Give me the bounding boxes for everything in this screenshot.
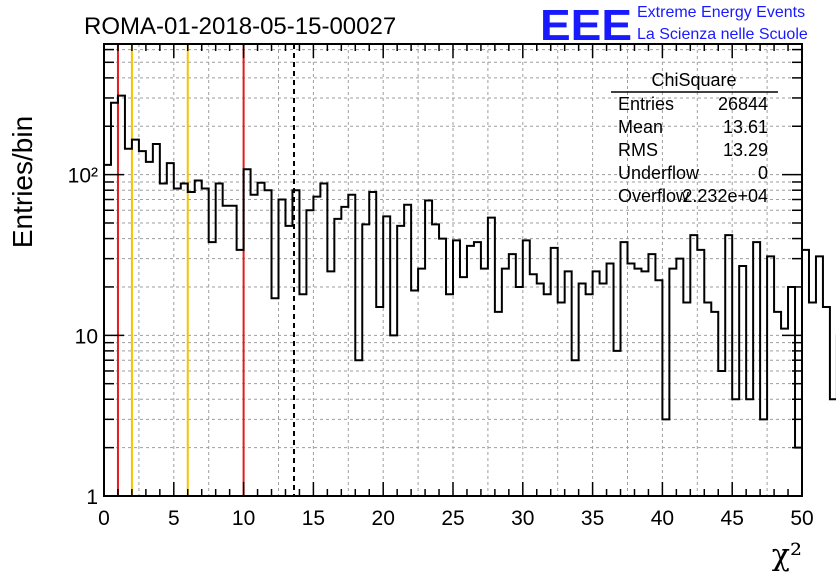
x-tick-label: 15 — [302, 507, 325, 530]
eee-logo: EEE — [540, 1, 632, 50]
x-tick-label: 25 — [441, 507, 464, 530]
stats-value: 13.29 — [723, 140, 768, 160]
logo-line-1: Extreme Energy Events — [637, 4, 805, 21]
axis-ticks — [103, 44, 803, 497]
stats-title: ChiSquare — [651, 70, 736, 90]
grid-lines — [104, 44, 802, 496]
x-tick-label: 5 — [168, 507, 180, 530]
x-tick-label: 45 — [721, 507, 744, 530]
stats-value: 26844 — [718, 94, 768, 114]
stats-label: Underflow — [618, 163, 700, 183]
x-tick-labels: 0 5 10 15 20 25 30 35 40 45 50 — [98, 507, 814, 530]
x-axis-label: χ² — [772, 538, 802, 572]
reference-lines — [116, 44, 295, 496]
stats-label: Entries — [618, 94, 674, 114]
x-tick-label: 20 — [372, 507, 395, 530]
y-axis-label: Entries/bin — [7, 116, 38, 248]
x-tick-label: 30 — [511, 507, 534, 530]
x-tick-label: 50 — [790, 507, 813, 530]
stats-label: RMS — [618, 140, 658, 160]
y-tick-labels: 1 10 10² — [68, 165, 98, 509]
stats-value: 13.61 — [723, 117, 768, 137]
stats-rows: Entries 26844 Mean 13.61 RMS 13.29 Underflow 0 O… — [618, 94, 768, 206]
logo-line-2: La Scienza nelle Scuole — [637, 26, 808, 43]
stats-box: ChiSquare Entries 26844 Mean 13.61 RMS 13.29 U… — [611, 70, 778, 206]
x-tick-label: 10 — [232, 507, 255, 530]
y-tick-label: 10 — [75, 325, 98, 348]
x-tick-label: 40 — [651, 507, 674, 530]
stats-label: Mean — [618, 117, 663, 137]
y-tick-label: 10² — [68, 165, 98, 188]
stats-label: Overflow — [618, 186, 690, 206]
x-tick-label: 0 — [98, 507, 110, 530]
x-tick-label: 35 — [581, 507, 604, 530]
chart-title: ROMA-01-2018-05-15-00027 — [84, 13, 396, 40]
stats-value: 2.232e+04 — [682, 186, 768, 206]
y-tick-label: 1 — [86, 486, 98, 509]
stats-value: 0 — [758, 163, 768, 183]
